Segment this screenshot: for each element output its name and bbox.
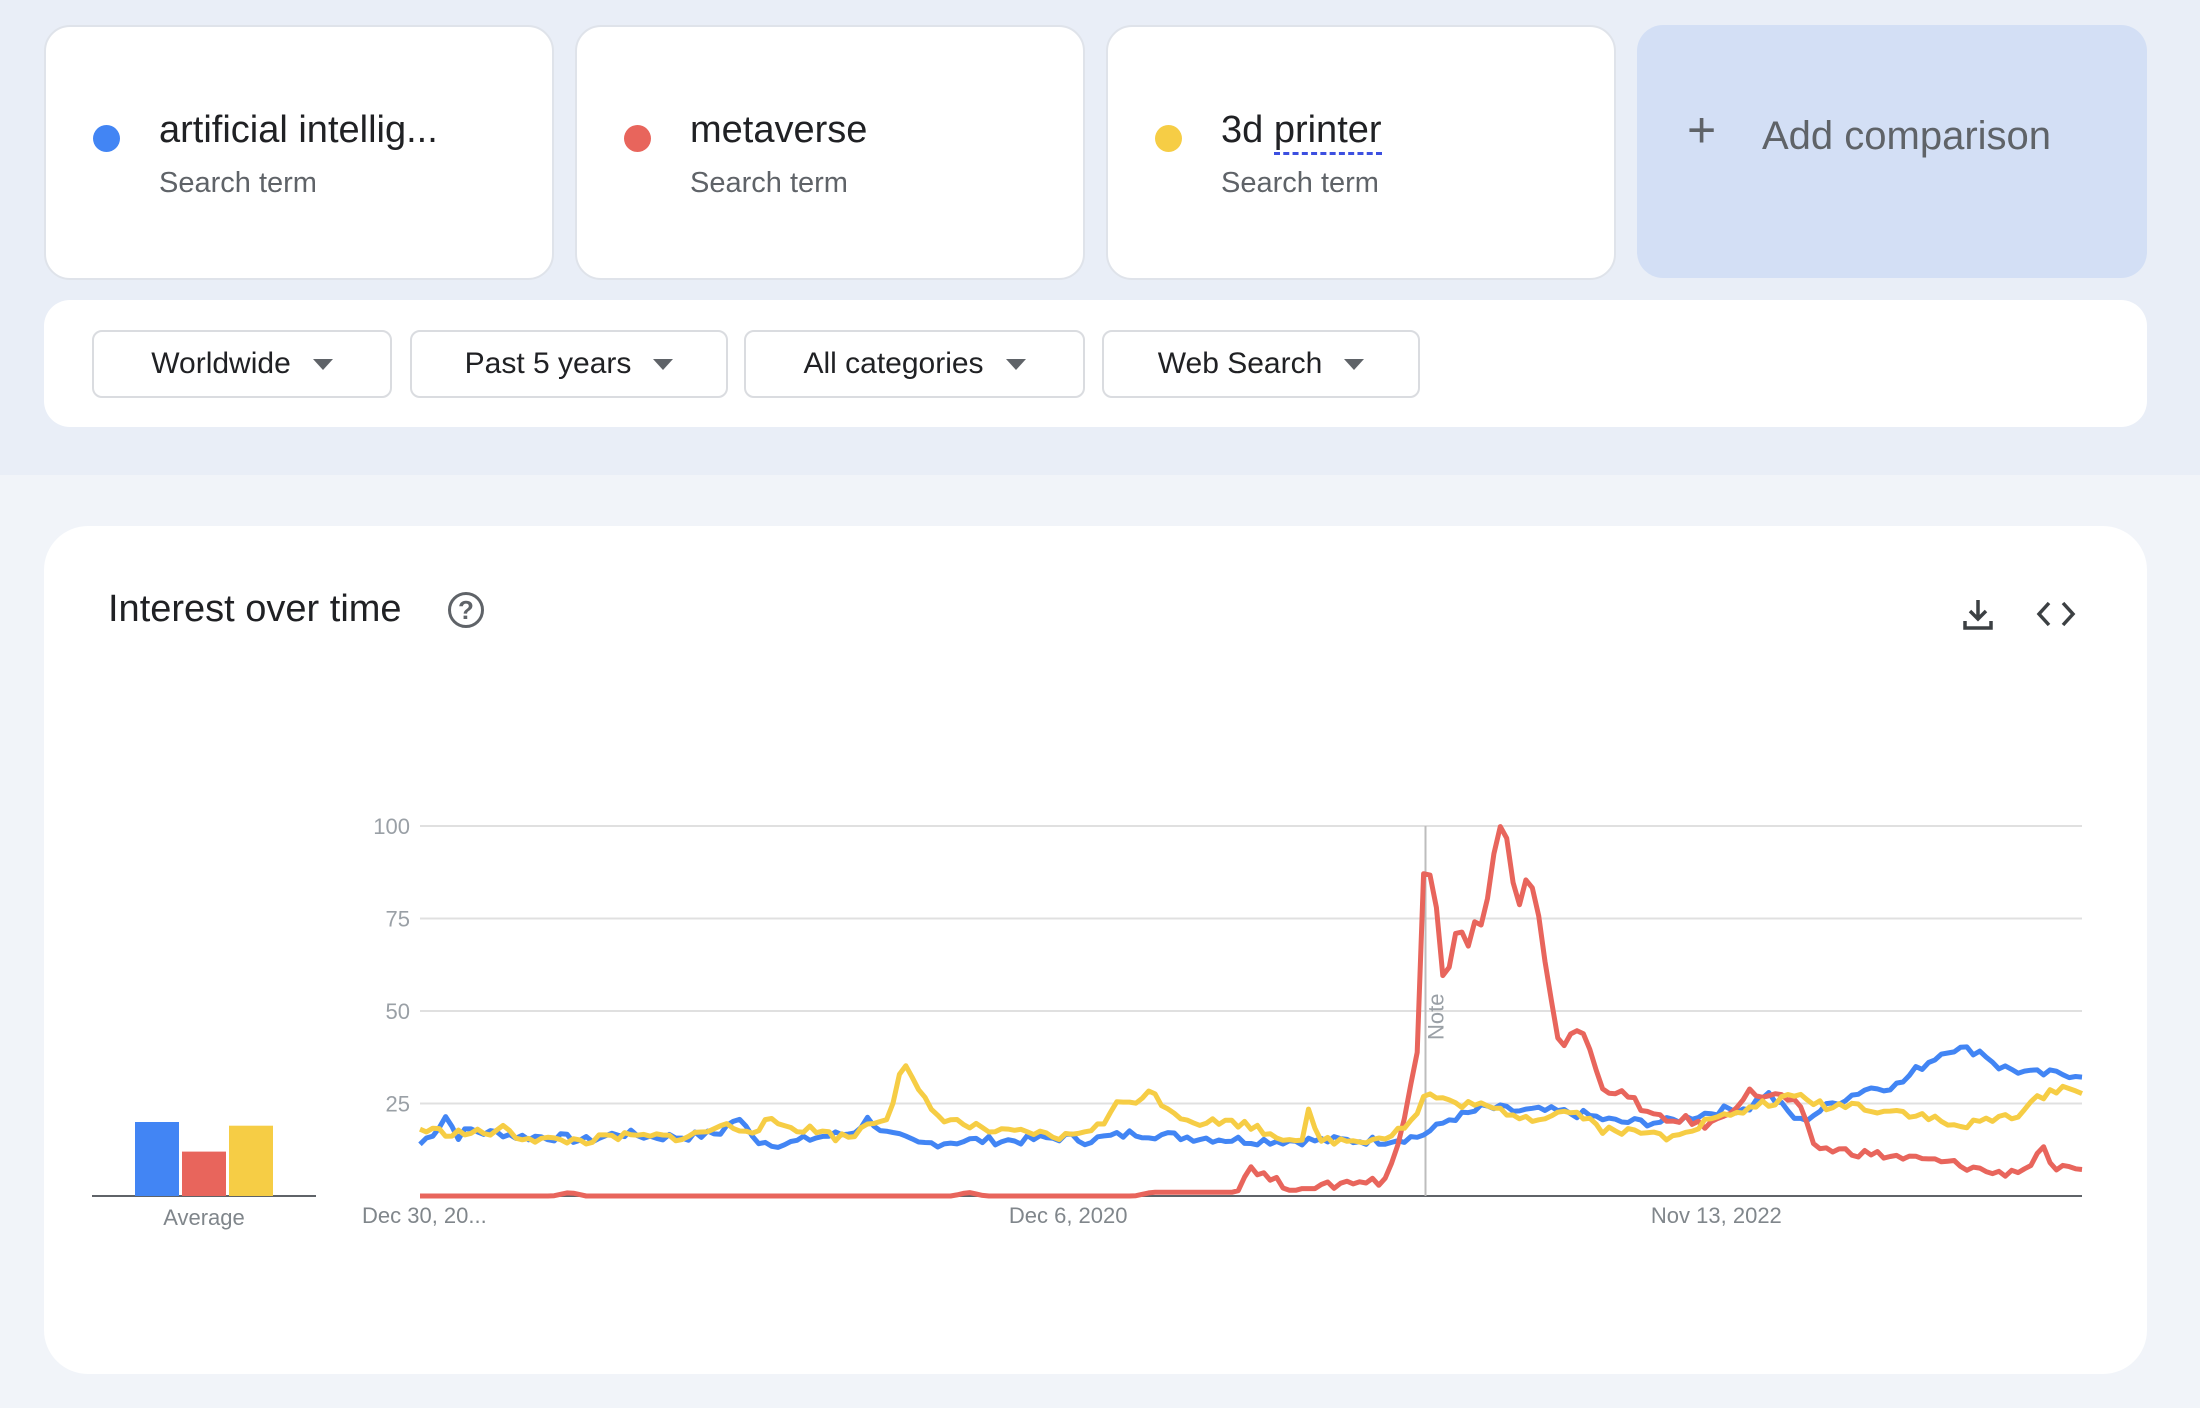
dropdown-arrow-icon — [653, 358, 674, 370]
dropdown-arrow-icon — [312, 358, 333, 370]
search-type-value: Web Search — [1157, 347, 1323, 380]
category-dropdown[interactable]: All categories — [744, 330, 1085, 398]
search-term-card-metaverse[interactable]: metaverse Search term — [575, 25, 1085, 280]
series-color-dot — [93, 125, 120, 152]
dropdown-arrow-icon — [1344, 358, 1365, 370]
help-icon[interactable]: ? — [448, 592, 484, 628]
time-range-dropdown[interactable]: Past 5 years — [410, 330, 728, 398]
search-term-name[interactable]: artificial intellig... — [159, 109, 438, 151]
time-range-value: Past 5 years — [464, 347, 632, 380]
chart-title: Interest over time — [108, 588, 402, 630]
dropdown-arrow-icon — [1005, 358, 1026, 370]
add-comparison-button[interactable]: + Add comparison — [1637, 25, 2147, 278]
download-icon[interactable] — [1958, 594, 1998, 634]
search-term-name[interactable]: metaverse — [690, 109, 868, 151]
search-term-type: Search term — [690, 167, 848, 199]
spellcheck-underline: printer — [1273, 109, 1382, 155]
region-value: Worldwide — [151, 347, 291, 380]
series-color-dot — [1155, 125, 1182, 152]
category-value: All categories — [803, 347, 984, 380]
add-comparison-label: Add comparison — [1762, 114, 2052, 158]
embed-icon[interactable] — [2034, 594, 2078, 634]
search-term-type: Search term — [159, 167, 317, 199]
search-term-name[interactable]: 3d printer — [1221, 109, 1382, 155]
search-term-card-ai[interactable]: artificial intellig... Search term — [44, 25, 554, 280]
search-term-text: 3d printer — [1221, 109, 1382, 155]
search-term-card-3d-printer[interactable]: 3d printer Search term — [1106, 25, 1616, 280]
interest-over-time-card: Interest over time ? — [44, 526, 2147, 1374]
search-term-type: Search term — [1221, 167, 1379, 199]
series-color-dot — [624, 125, 651, 152]
search-type-dropdown[interactable]: Web Search — [1102, 330, 1420, 398]
filter-bar: Worldwide Past 5 years All categories We… — [44, 300, 2147, 427]
region-dropdown[interactable]: Worldwide — [92, 330, 392, 398]
plus-icon: + — [1687, 102, 1717, 158]
